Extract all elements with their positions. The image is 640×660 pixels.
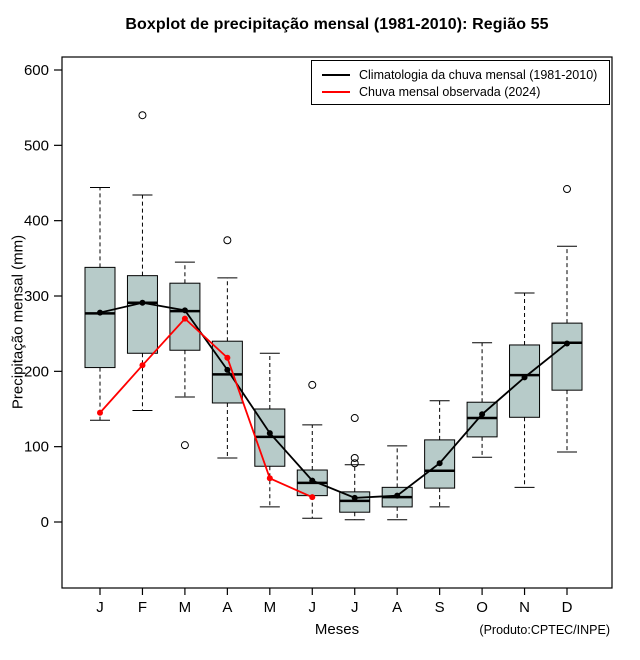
- legend-line-red: [322, 90, 350, 93]
- y-tick-label: 100: [24, 439, 49, 456]
- box-month-11: [551, 322, 583, 391]
- x-tick-label: S: [435, 599, 445, 616]
- series-point-1: [97, 409, 103, 416]
- legend-label-observada: Chuva mensal observada (2024): [359, 84, 541, 99]
- legend: Climatologia da chuva mensal (1981-2010)…: [311, 60, 610, 105]
- x-tick-label: J: [309, 599, 317, 616]
- y-tick-label: 400: [24, 213, 49, 230]
- series-point-1: [181, 315, 188, 322]
- series-point-0: [224, 366, 231, 373]
- series-point-1: [224, 354, 231, 361]
- x-tick-label: F: [138, 599, 147, 616]
- x-tick-label: J: [351, 599, 359, 616]
- credit-text: (Produto:CPTEC/INPE): [479, 623, 610, 637]
- chart-title: Boxplot de precipitação mensal (1981-201…: [125, 16, 549, 33]
- series-point-1: [309, 494, 316, 501]
- y-tick-label: 0: [41, 514, 49, 531]
- series-point-0: [436, 460, 443, 467]
- outlier-point: [223, 236, 232, 245]
- x-tick-label: M: [264, 599, 277, 616]
- plot-border: [61, 56, 613, 589]
- legend-entry-observada: Chuva mensal observada (2024): [322, 83, 609, 100]
- legend-entry-climatologia: Climatologia da chuva mensal (1981-2010): [322, 66, 609, 83]
- series-point-1: [139, 362, 146, 369]
- y-tick-label: 300: [24, 288, 49, 305]
- series-line-1: [99, 317, 313, 498]
- x-tick-label: O: [476, 599, 488, 616]
- series-point-0: [139, 299, 146, 306]
- outlier-point: [308, 380, 317, 389]
- x-tick-label: A: [392, 599, 402, 616]
- series-point-1: [266, 475, 273, 482]
- outlier-point: [350, 414, 359, 423]
- outlier-point: [350, 459, 359, 468]
- y-axis-label: Precipitação mensal (mm): [9, 234, 27, 410]
- series-point-0: [521, 374, 528, 381]
- series-line-0: [99, 301, 568, 499]
- series-point-0: [479, 411, 486, 418]
- x-axis-label: Meses: [314, 621, 360, 638]
- outlier-point: [180, 441, 189, 450]
- x-tick-label: D: [562, 599, 573, 616]
- series-point-0: [97, 309, 103, 316]
- series-point-0: [564, 340, 570, 347]
- x-tick-label: A: [222, 599, 232, 616]
- outlier-point: [563, 185, 571, 194]
- series-point-0: [266, 430, 273, 437]
- outlier-point: [350, 453, 359, 462]
- y-tick-label: 600: [24, 62, 49, 79]
- x-tick-label: M: [179, 599, 192, 616]
- series-point-0: [309, 477, 316, 484]
- legend-line-black: [322, 73, 350, 76]
- x-tick-label: J: [96, 599, 104, 616]
- y-tick-label: 500: [24, 137, 49, 154]
- box-month-9: [466, 401, 498, 438]
- legend-label-climatologia: Climatologia da chuva mensal (1981-2010): [359, 67, 598, 82]
- series-point-0: [181, 307, 188, 314]
- box-month-1: [126, 275, 158, 354]
- box-month-0: [84, 266, 116, 369]
- y-tick-label: 200: [24, 363, 49, 380]
- outlier-point: [138, 111, 147, 120]
- series-point-0: [351, 494, 358, 501]
- box-month-10: [509, 344, 541, 418]
- series-point-0: [394, 492, 401, 499]
- x-tick-label: N: [519, 599, 530, 616]
